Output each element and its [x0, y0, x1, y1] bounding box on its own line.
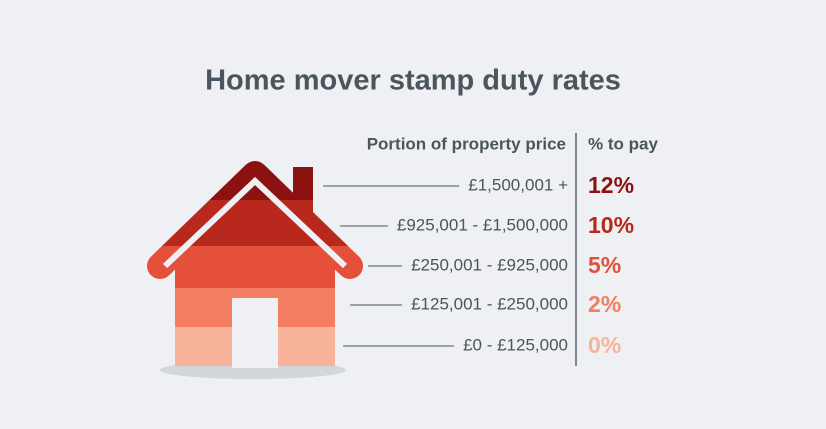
door	[232, 298, 278, 368]
column-header: Portion of property price	[367, 134, 566, 153]
price-band: £1,500,001 +	[468, 175, 568, 194]
house-band	[140, 200, 370, 246]
rate: 12%	[588, 172, 634, 198]
price-band: £0 - £125,000	[463, 335, 568, 354]
rate: 10%	[588, 212, 634, 238]
rate: 2%	[588, 291, 621, 317]
house-band	[140, 150, 370, 200]
price-band: £125,001 - £250,000	[411, 294, 568, 313]
title: Home mover stamp duty rates	[205, 65, 621, 97]
house-icon	[140, 150, 370, 379]
roof-stripe	[162, 176, 348, 269]
rate: 5%	[588, 252, 621, 278]
price-band: £925,001 - £1,500,000	[397, 215, 568, 234]
house-band	[140, 246, 370, 288]
price-band: £250,001 - £925,000	[411, 255, 568, 274]
rate: 0%	[588, 332, 621, 358]
column-header: % to pay	[588, 134, 658, 153]
